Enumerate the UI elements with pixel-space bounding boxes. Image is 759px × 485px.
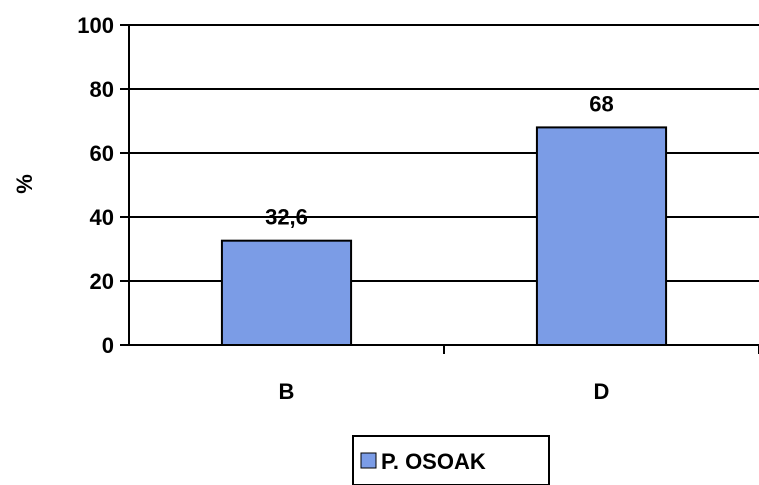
y-axis-label: % [12,174,37,194]
y-tick-label-5: 100 [77,13,114,38]
data-label-D: 68 [589,91,613,116]
legend-swatch [360,452,377,469]
data-labels: 32,6 68 [265,91,614,229]
y-tick-label-1: 20 [90,269,114,294]
bars [220,126,668,347]
y-tick-label-2: 40 [90,205,114,230]
bar-B[interactable] [220,239,353,346]
y-tick-label-3: 60 [90,141,114,166]
y-tick-label-0: 0 [102,333,114,358]
y-tick-labels: 0 20 40 60 80 100 [77,13,114,358]
data-label-B: 32,6 [265,205,308,230]
legend-box [352,435,550,485]
legend-entry-label: P. OSOAK [381,449,486,474]
axes [120,24,759,354]
legend[interactable]: P. OSOAK [352,435,550,485]
x-tick-label-D: D [594,379,610,404]
y-tick-label-4: 80 [90,77,114,102]
x-tick-label-B: B [279,379,295,404]
bar-D[interactable] [535,126,668,347]
